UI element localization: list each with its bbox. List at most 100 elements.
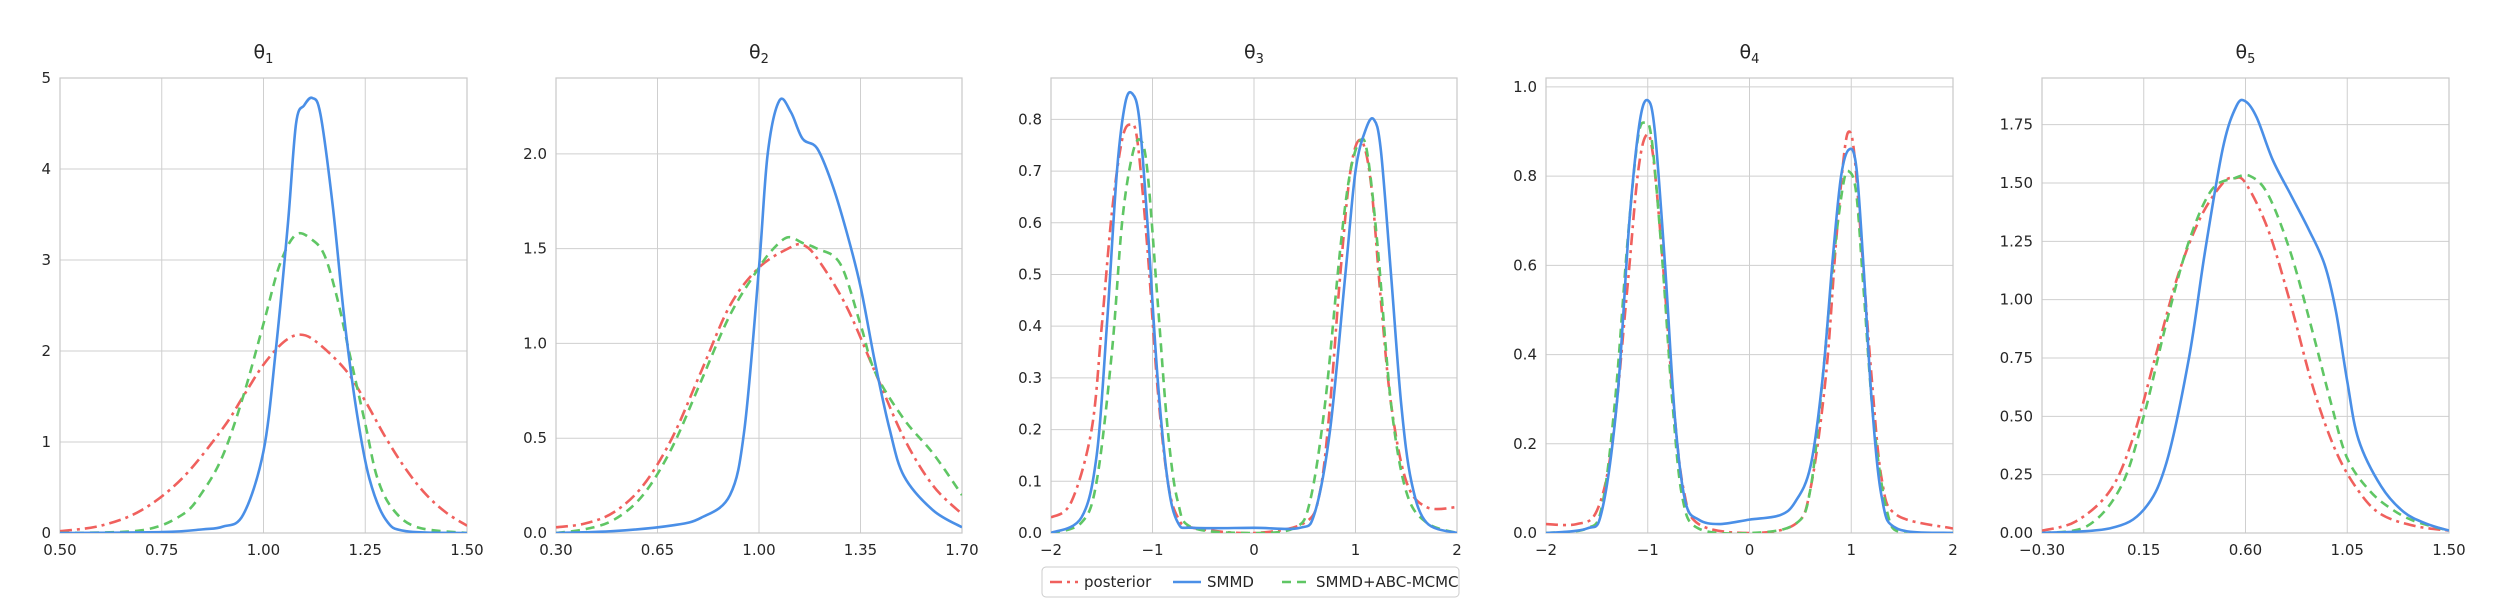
series-line-posterior bbox=[1546, 130, 1953, 533]
panel-title-base: θ bbox=[254, 41, 266, 63]
x-tick-label: 0.15 bbox=[2127, 541, 2160, 559]
y-tick-label: 0.25 bbox=[2000, 466, 2033, 484]
x-tick-label: 0.75 bbox=[145, 541, 178, 559]
panel-title-base: θ bbox=[749, 41, 761, 63]
y-tick-label: 1.0 bbox=[523, 334, 547, 352]
y-tick-label: 0.6 bbox=[1513, 256, 1537, 274]
panel-title: θ4 bbox=[1740, 41, 1760, 67]
y-tick-label: 0.0 bbox=[1018, 524, 1042, 542]
series-line-posterior bbox=[556, 242, 962, 529]
panel-title-base: θ bbox=[1244, 41, 1256, 63]
series-line-smmd bbox=[556, 97, 962, 533]
x-tick-label: 1 bbox=[1351, 541, 1361, 559]
series-line-smmd bbox=[60, 96, 467, 533]
y-tick-label: 0.5 bbox=[523, 429, 547, 447]
panel-5: −0.30 0.15 0.60 1.05 1.50 0.00 0.25 0.50 0.75 1.0… bbox=[2000, 41, 2466, 559]
x-tick-label: 1.50 bbox=[450, 541, 483, 559]
legend-label: posterior bbox=[1084, 573, 1152, 591]
x-tick-label: 0 bbox=[1249, 541, 1259, 559]
y-tick-label: 1.0 bbox=[1513, 78, 1537, 96]
series-line-smmd bbox=[2042, 98, 2449, 533]
y-tick-label: 0.0 bbox=[1513, 524, 1537, 542]
series-group bbox=[1051, 90, 1457, 533]
panel-title-subscript: 5 bbox=[2247, 52, 2255, 67]
series-line-posterior bbox=[60, 333, 467, 533]
x-tick-label: 0.50 bbox=[43, 541, 76, 559]
series-group bbox=[556, 97, 962, 533]
series-line-smmd-abc-mcmc bbox=[60, 231, 467, 533]
y-tick-label: 0.00 bbox=[2000, 524, 2033, 542]
x-tick-label: 1.50 bbox=[2432, 541, 2465, 559]
y-tick-label: 0.4 bbox=[1018, 317, 1042, 335]
x-tick-label: 1.70 bbox=[945, 541, 978, 559]
x-tick-label: 0.30 bbox=[539, 541, 572, 559]
panel-title-base: θ bbox=[2236, 41, 2248, 63]
legend-label: SMMD+ABC-MCMC bbox=[1316, 573, 1459, 591]
series-line-smmd bbox=[1546, 98, 1953, 533]
x-tick-label: 0.60 bbox=[2229, 541, 2262, 559]
y-tick-label: 1.5 bbox=[523, 240, 547, 258]
y-tick-label: 5 bbox=[41, 69, 51, 87]
y-tick-label: 1.25 bbox=[2000, 232, 2033, 250]
legend: posterior SMMD SMMD+ABC-MCMC bbox=[1041, 566, 1460, 598]
x-tick-label: 1.25 bbox=[349, 541, 382, 559]
x-tick-label: 1.00 bbox=[742, 541, 775, 559]
panel-title-subscript: 3 bbox=[1256, 52, 1264, 67]
plot-frame bbox=[555, 77, 963, 534]
plot-frame bbox=[2041, 77, 2450, 534]
y-tick-label: 0.8 bbox=[1513, 167, 1537, 185]
y-tick-label: 1.00 bbox=[2000, 291, 2033, 309]
y-tick-label: 0.6 bbox=[1018, 214, 1042, 232]
x-tick-label: −1 bbox=[1637, 541, 1659, 559]
x-tick-label: 0.65 bbox=[641, 541, 674, 559]
plot-frame bbox=[1545, 77, 1954, 534]
panel-title-base: θ bbox=[1740, 41, 1752, 63]
y-tick-label: 4 bbox=[41, 160, 51, 178]
panel-title: θ2 bbox=[749, 41, 769, 67]
panel-title-subscript: 4 bbox=[1751, 52, 1759, 67]
y-tick-label: 0.2 bbox=[1513, 435, 1537, 453]
y-tick-label: 0.5 bbox=[1018, 265, 1042, 283]
panel-title-subscript: 1 bbox=[265, 52, 273, 67]
y-tick-label: 0.1 bbox=[1018, 472, 1042, 490]
y-tick-label: 1.50 bbox=[2000, 174, 2033, 192]
x-tick-label: 1.00 bbox=[247, 541, 280, 559]
panel-2: 0.30 0.65 1.00 1.35 1.70 0.0 0.5 1.0 1.5 2.0 θ2 bbox=[523, 41, 979, 559]
panel-title: θ1 bbox=[254, 41, 274, 67]
x-tick-label: −2 bbox=[1040, 541, 1062, 559]
series-group bbox=[1546, 98, 1953, 533]
y-tick-label: 0 bbox=[41, 524, 51, 542]
x-tick-label: 2 bbox=[1948, 541, 1958, 559]
x-tick-label: 1.05 bbox=[2331, 541, 2364, 559]
x-tick-label: 2 bbox=[1452, 541, 1462, 559]
panel-3: −2 −1 0 1 2 0.0 0.1 0.2 0.3 0.4 0.5 0.6 0.7 0.8 θ3 bbox=[1018, 41, 1462, 559]
y-tick-label: 1 bbox=[41, 433, 51, 451]
legend-box bbox=[1041, 566, 1460, 598]
series-group bbox=[2042, 98, 2449, 533]
y-tick-label: 0.50 bbox=[2000, 407, 2033, 425]
panel-4: −2 −1 0 1 2 0.0 0.2 0.4 0.6 0.8 1.0 θ4 bbox=[1513, 41, 1958, 559]
y-tick-label: 0.0 bbox=[523, 524, 547, 542]
series-line-smmd-abc-mcmc bbox=[2042, 173, 2449, 533]
y-tick-label: 1.75 bbox=[2000, 116, 2033, 134]
panel-title: θ5 bbox=[2236, 41, 2256, 67]
series-line-smmd bbox=[1051, 90, 1457, 533]
x-tick-label: 1 bbox=[1846, 541, 1856, 559]
legend-label: SMMD bbox=[1207, 573, 1254, 591]
y-tick-label: 3 bbox=[41, 251, 51, 269]
x-tick-label: −0.30 bbox=[2019, 541, 2065, 559]
y-tick-label: 0.2 bbox=[1018, 421, 1042, 439]
panel-title: θ3 bbox=[1244, 41, 1264, 67]
y-tick-label: 0.7 bbox=[1018, 162, 1042, 180]
y-tick-label: 0.8 bbox=[1018, 110, 1042, 128]
y-tick-label: 2 bbox=[41, 342, 51, 360]
x-tick-label: −2 bbox=[1535, 541, 1557, 559]
y-tick-label: 0.75 bbox=[2000, 349, 2033, 367]
series-group bbox=[60, 96, 467, 533]
y-tick-label: 2.0 bbox=[523, 145, 547, 163]
panel-title-subscript: 2 bbox=[761, 52, 769, 67]
x-tick-label: 0 bbox=[1745, 541, 1755, 559]
